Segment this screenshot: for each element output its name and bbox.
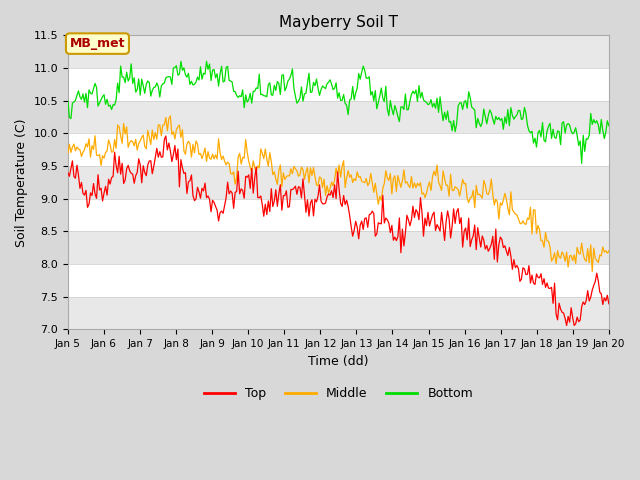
Text: MB_met: MB_met <box>70 37 125 50</box>
Y-axis label: Soil Temperature (C): Soil Temperature (C) <box>15 118 28 247</box>
Legend: Top, Middle, Bottom: Top, Middle, Bottom <box>198 383 478 406</box>
X-axis label: Time (dd): Time (dd) <box>308 355 369 368</box>
Title: Mayberry Soil T: Mayberry Soil T <box>279 15 398 30</box>
Bar <box>68 166 609 199</box>
Bar <box>68 231 609 264</box>
Bar <box>68 101 609 133</box>
Bar <box>68 36 609 68</box>
Bar <box>68 297 609 329</box>
